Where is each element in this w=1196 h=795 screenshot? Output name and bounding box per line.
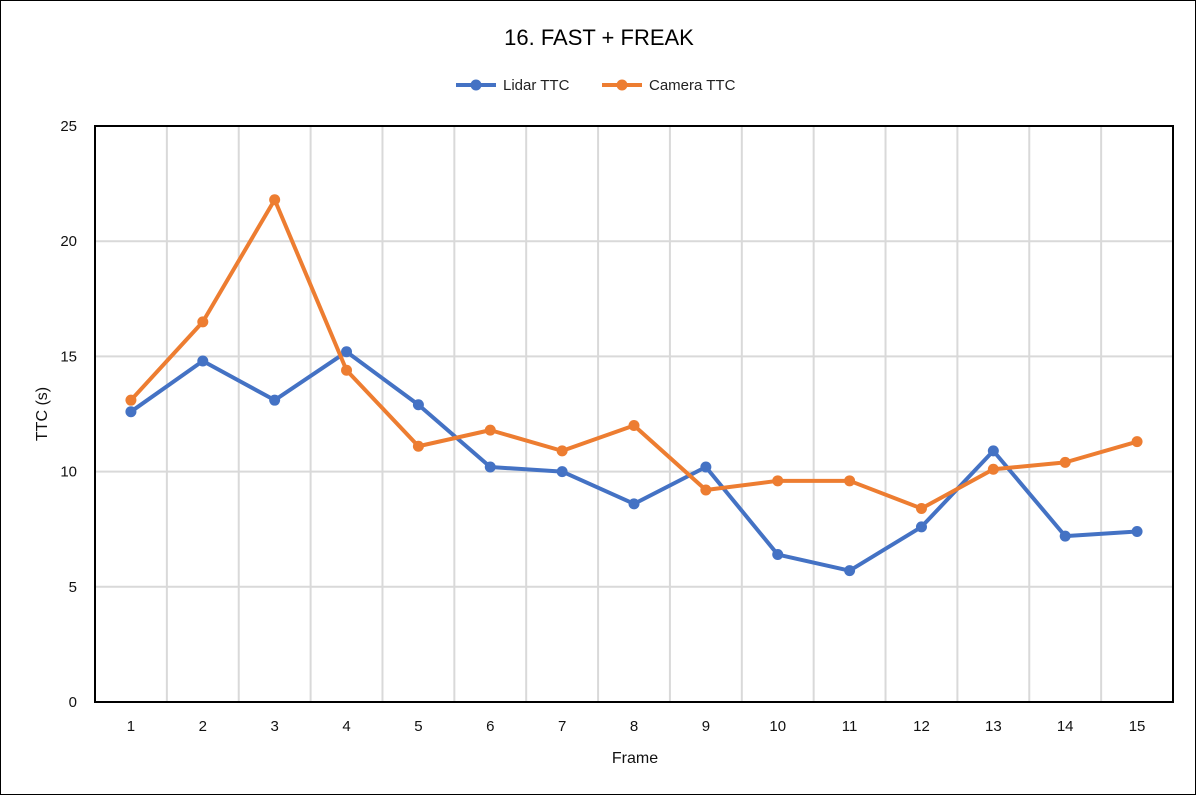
y-tick-label: 10 xyxy=(60,464,77,481)
data-point xyxy=(700,461,712,473)
data-point xyxy=(125,394,137,406)
data-point xyxy=(987,463,999,475)
data-point xyxy=(700,484,712,496)
data-point xyxy=(412,399,424,411)
data-point xyxy=(269,394,281,406)
data-point xyxy=(844,565,856,577)
legend-item: Camera TTC xyxy=(602,77,736,94)
y-tick-label: 0 xyxy=(69,694,77,711)
x-tick-label: 10 xyxy=(769,718,786,735)
x-tick-label: 11 xyxy=(842,718,858,735)
data-point xyxy=(125,406,137,418)
data-point xyxy=(341,364,353,376)
data-point xyxy=(628,420,640,432)
series-layer xyxy=(125,194,1143,577)
series-line xyxy=(129,349,1138,573)
x-tick-label: 1 xyxy=(127,718,135,735)
x-tick-label: 13 xyxy=(985,718,1002,735)
data-point xyxy=(772,549,784,561)
x-tick-label: 14 xyxy=(1057,718,1074,735)
legend-label: Camera TTC xyxy=(649,77,736,94)
x-tick-label: 5 xyxy=(414,718,422,735)
x-axis-label: Frame xyxy=(612,750,658,767)
data-point xyxy=(197,355,209,367)
data-point xyxy=(772,475,784,487)
data-point xyxy=(341,346,353,358)
data-point xyxy=(556,466,568,478)
chart-title: 16. FAST + FREAK xyxy=(504,25,694,50)
plot-area xyxy=(94,125,1174,703)
y-tick-label: 5 xyxy=(69,579,77,596)
data-point xyxy=(1131,526,1143,538)
legend-item: Lidar TTC xyxy=(456,77,570,94)
series-1 xyxy=(125,346,1143,577)
data-point xyxy=(1131,436,1143,448)
y-axis-ticks: 0 5 10 15 20 25 xyxy=(60,118,77,711)
series-line xyxy=(129,197,1138,511)
data-point xyxy=(987,445,999,457)
y-tick-label: 25 xyxy=(60,118,77,135)
data-point xyxy=(484,461,496,473)
legend-swatch-marker xyxy=(616,79,628,91)
x-tick-label: 2 xyxy=(199,718,207,735)
x-tick-label: 3 xyxy=(270,718,278,735)
data-point xyxy=(556,445,568,457)
legend-swatch-marker xyxy=(470,79,482,91)
data-point xyxy=(844,475,856,487)
y-tick-label: 15 xyxy=(60,348,77,365)
data-point xyxy=(1059,530,1071,542)
x-tick-label: 7 xyxy=(558,718,566,735)
data-point xyxy=(915,502,927,514)
data-point xyxy=(915,521,927,533)
data-point xyxy=(484,424,496,436)
data-point xyxy=(412,440,424,452)
gridlines xyxy=(95,126,1173,702)
x-tick-label: 6 xyxy=(486,718,494,735)
x-tick-label: 4 xyxy=(342,718,350,735)
x-tick-label: 9 xyxy=(702,718,710,735)
x-tick-label: 12 xyxy=(913,718,930,735)
data-point xyxy=(269,194,281,206)
y-tick-label: 20 xyxy=(60,233,77,250)
x-tick-label: 15 xyxy=(1129,718,1146,735)
data-point xyxy=(628,498,640,510)
legend-label: Lidar TTC xyxy=(503,77,570,94)
data-point xyxy=(197,316,209,328)
x-axis-ticks: 1 2 3 4 5 6 7 8 9 10 11 12 13 14 15 xyxy=(127,718,1146,735)
series-2 xyxy=(125,194,1143,514)
x-tick-label: 8 xyxy=(630,718,638,735)
data-point xyxy=(1059,456,1071,468)
legend: Lidar TTC Camera TTC xyxy=(456,77,736,94)
y-axis-label: TTC (s) xyxy=(34,387,51,441)
